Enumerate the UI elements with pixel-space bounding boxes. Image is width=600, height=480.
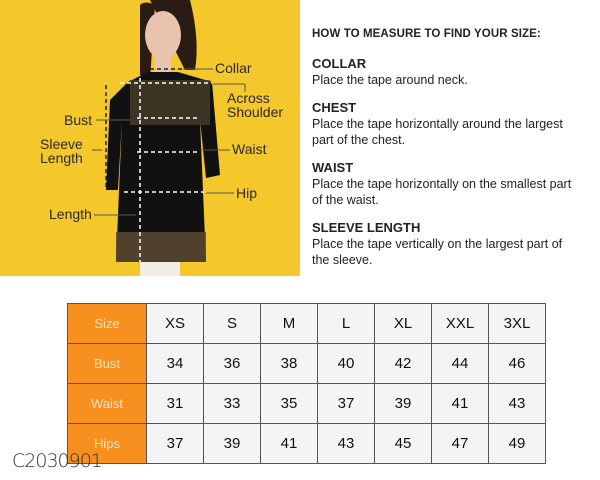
section-heading: SLEEVE LENGTH bbox=[312, 220, 421, 235]
label-length: Length bbox=[49, 206, 92, 222]
label-hip: Hip bbox=[236, 185, 258, 201]
row-header: Bust bbox=[67, 343, 147, 384]
table-cell: 49 bbox=[488, 423, 546, 464]
table-cell: L bbox=[317, 303, 375, 344]
guide-waist: WAIST Place the tape horizontally on the … bbox=[312, 160, 582, 208]
label-bust: Bust bbox=[64, 112, 93, 128]
table-cell: 34 bbox=[146, 343, 204, 384]
product-code: C2030901 bbox=[12, 450, 103, 472]
table-row: Bust 34 36 38 40 42 44 46 bbox=[67, 343, 546, 384]
table-cell: 3XL bbox=[488, 303, 546, 344]
label-waist: Waist bbox=[232, 141, 267, 157]
table-cell: 38 bbox=[260, 343, 318, 384]
size-table: Size XS S M L XL XXL 3XL Bust 34 36 38 40 42 44 46 Waist… bbox=[67, 303, 546, 464]
guide-collar: COLLAR Place the tape around neck. bbox=[312, 56, 582, 88]
section-text: Place the tape horizontally around the l… bbox=[312, 117, 563, 147]
section-text: Place the tape horizontally on the small… bbox=[312, 177, 572, 207]
label-sleeve-2: Length bbox=[40, 150, 83, 166]
section-heading: WAIST bbox=[312, 160, 354, 175]
table-cell: 47 bbox=[431, 423, 489, 464]
table-cell: 35 bbox=[260, 383, 318, 424]
label-collar: Collar bbox=[215, 60, 252, 76]
label-across-shoulder-1: Across bbox=[227, 90, 270, 106]
table-cell: 41 bbox=[431, 383, 489, 424]
table-cell: 45 bbox=[374, 423, 432, 464]
guide-chest: CHEST Place the tape horizontally around … bbox=[312, 100, 582, 148]
table-cell: S bbox=[203, 303, 261, 344]
table-cell: XL bbox=[374, 303, 432, 344]
model-illustration bbox=[92, 0, 246, 276]
table-cell: 31 bbox=[146, 383, 204, 424]
table-cell: M bbox=[260, 303, 318, 344]
table-row: Waist 31 33 35 37 39 41 43 bbox=[67, 383, 546, 424]
table-cell: 40 bbox=[317, 343, 375, 384]
table-cell: XS bbox=[146, 303, 204, 344]
section-text: Place the tape around neck. bbox=[312, 73, 468, 87]
measurement-figure: Collar Across Shoulder Bust Sleeve Lengt… bbox=[0, 0, 300, 276]
measurement-guide: HOW TO MEASURE TO FIND YOUR SIZE: COLLAR… bbox=[312, 28, 582, 280]
table-row: Hips 37 39 41 43 45 47 49 bbox=[67, 423, 546, 464]
table-cell: 36 bbox=[203, 343, 261, 384]
table-cell: 39 bbox=[203, 423, 261, 464]
table-cell: 37 bbox=[317, 383, 375, 424]
table-cell: 37 bbox=[146, 423, 204, 464]
section-heading: CHEST bbox=[312, 100, 357, 115]
table-cell: XXL bbox=[431, 303, 489, 344]
table-cell: 44 bbox=[431, 343, 489, 384]
table-cell: 33 bbox=[203, 383, 261, 424]
label-sleeve-1: Sleeve bbox=[40, 136, 83, 152]
row-header: Hips bbox=[67, 423, 147, 464]
guide-sleeve-length: SLEEVE LENGTH Place the tape vertically o… bbox=[312, 220, 582, 268]
row-header: Waist bbox=[67, 383, 147, 424]
label-across-shoulder-2: Shoulder bbox=[227, 104, 284, 120]
table-cell: 43 bbox=[488, 383, 546, 424]
section-heading: COLLAR bbox=[312, 56, 367, 71]
table-cell: 42 bbox=[374, 343, 432, 384]
row-header: Size bbox=[67, 303, 147, 344]
table-row: Size XS S M L XL XXL 3XL bbox=[67, 303, 546, 344]
section-text: Place the tape vertically on the largest… bbox=[312, 237, 563, 267]
table-cell: 39 bbox=[374, 383, 432, 424]
table-cell: 46 bbox=[488, 343, 546, 384]
table-cell: 41 bbox=[260, 423, 318, 464]
table-cell: 43 bbox=[317, 423, 375, 464]
guide-title: HOW TO MEASURE TO FIND YOUR SIZE: bbox=[312, 28, 541, 40]
